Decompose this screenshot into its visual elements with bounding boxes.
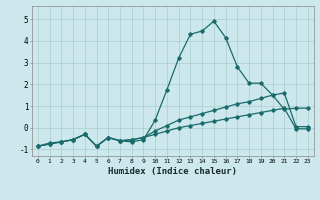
X-axis label: Humidex (Indice chaleur): Humidex (Indice chaleur)	[108, 167, 237, 176]
